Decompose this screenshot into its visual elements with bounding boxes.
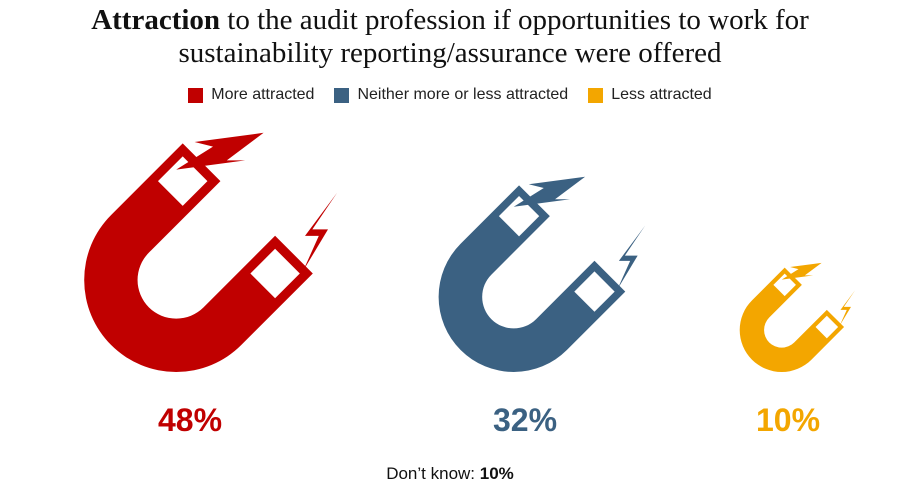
sparks — [781, 262, 856, 326]
spark — [513, 176, 586, 207]
magnet-tip — [250, 248, 300, 299]
title-bold: Attraction — [91, 4, 221, 36]
value-label: 10% — [756, 402, 820, 438]
chart-title: Attraction to the audit profession if op… — [80, 4, 820, 70]
spark — [839, 290, 856, 326]
magnet — [438, 185, 626, 372]
note-value: 10% — [479, 464, 514, 483]
spark — [781, 262, 822, 280]
legend-item: Less attracted — [588, 86, 712, 104]
title-rest: to the audit profession if opportunities… — [178, 4, 809, 69]
magnet-body — [739, 267, 845, 372]
magnet-tip — [498, 195, 540, 237]
spark — [617, 225, 646, 290]
legend-item: Neither more or less attracted — [334, 86, 568, 104]
legend-label: More attracted — [211, 86, 315, 103]
spark — [303, 192, 338, 271]
legend-item: More attracted — [188, 86, 314, 104]
spark — [176, 132, 264, 170]
legend-label: Less attracted — [611, 86, 712, 103]
sparks — [176, 132, 338, 271]
note-label: Don’t know: — [386, 464, 476, 483]
legend: More attracted Neither more or less attra… — [0, 86, 900, 104]
legend-swatch — [588, 87, 604, 103]
value-label: 32% — [493, 402, 557, 438]
magnet-body — [438, 185, 626, 372]
magnet-body — [84, 143, 313, 372]
footnote: Don’t know: 10% — [0, 464, 900, 484]
magnet — [739, 267, 845, 372]
sparks — [513, 176, 646, 290]
value-label: 48% — [158, 402, 222, 438]
magnet-tip — [157, 156, 208, 206]
legend-swatch — [188, 87, 204, 103]
legend-swatch — [334, 87, 350, 103]
magnet — [84, 143, 313, 372]
legend-label: Neither more or less attracted — [357, 86, 569, 103]
magnet-tip — [574, 271, 615, 312]
